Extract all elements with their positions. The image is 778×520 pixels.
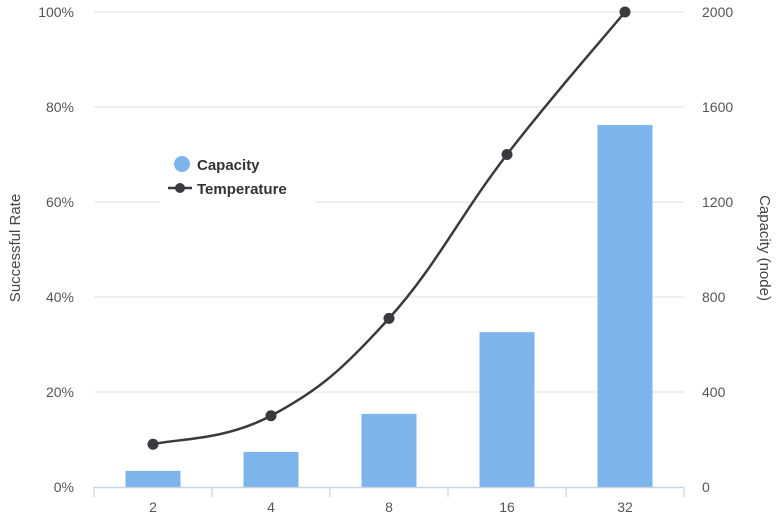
left-axis-title: Successful Rate: [7, 194, 24, 302]
right-tick-label: 400: [702, 384, 726, 400]
left-tick-label: 40%: [46, 289, 74, 305]
right-tick-label: 0: [702, 479, 710, 495]
legend-temperature-marker: [175, 183, 185, 193]
right-tick-label: 800: [702, 289, 726, 305]
left-tick-label: 0%: [54, 479, 74, 495]
temperature-point: [265, 410, 277, 422]
temperature-line: [147, 6, 631, 450]
left-y-axis: 0% 20% 40% 60% 80% 100%: [38, 4, 74, 495]
right-y-axis: 0 400 800 1200 1600 2000: [702, 4, 733, 495]
x-tick-label: 16: [499, 499, 515, 515]
legend-capacity-swatch: [174, 156, 190, 172]
left-tick-label: 80%: [46, 99, 74, 115]
temperature-point: [619, 6, 631, 18]
capacity-bar: [479, 332, 535, 487]
x-tick-label: 2: [149, 499, 157, 515]
left-tick-label: 100%: [38, 4, 74, 20]
x-axis: 2 4 8 16 32: [93, 486, 685, 515]
x-tick-label: 4: [267, 499, 275, 515]
temperature-point: [383, 312, 395, 324]
right-axis-title: Capacity (node): [756, 195, 773, 301]
temperature-curve: [152, 11, 626, 446]
capacity-bar: [243, 451, 299, 487]
temperature-point: [501, 149, 513, 160]
right-tick-label: 1600: [702, 99, 733, 115]
right-tick-label: 1200: [702, 194, 733, 210]
legend-temperature-label: Temperature: [197, 181, 287, 198]
capacity-bar: [125, 470, 181, 487]
x-tick-label: 32: [617, 499, 633, 515]
left-tick-label: 20%: [46, 384, 74, 400]
capacity-bars: [125, 125, 653, 488]
left-tick-label: 60%: [46, 194, 74, 210]
capacity-bar: [361, 413, 417, 487]
legend-capacity-label: Capacity: [197, 157, 260, 174]
capacity-bar: [597, 125, 653, 488]
temperature-point: [147, 438, 159, 450]
x-tick-label: 8: [385, 499, 393, 515]
legend: Capacity Temperature: [160, 148, 315, 206]
right-tick-label: 2000: [702, 4, 733, 20]
